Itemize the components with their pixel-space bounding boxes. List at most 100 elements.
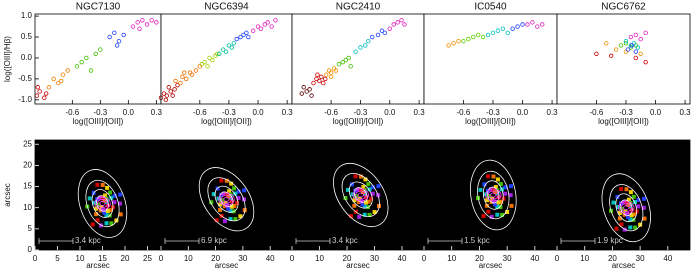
point bbox=[258, 26, 264, 31]
point bbox=[98, 47, 103, 52]
contour bbox=[601, 173, 651, 243]
point bbox=[369, 34, 375, 40]
image-pixel bbox=[229, 204, 234, 209]
image-content bbox=[469, 159, 517, 231]
image-pixel bbox=[486, 174, 491, 179]
image-pixel bbox=[624, 200, 629, 205]
image-pixel bbox=[222, 204, 227, 209]
image-pixel bbox=[105, 208, 110, 213]
point bbox=[234, 36, 239, 42]
point bbox=[366, 39, 371, 44]
x-tick-label: 40 bbox=[663, 254, 672, 263]
image-pixel bbox=[363, 195, 368, 199]
image-pixel bbox=[228, 208, 233, 213]
image-pixel bbox=[357, 200, 362, 205]
point bbox=[238, 34, 243, 40]
point bbox=[461, 39, 466, 44]
image-pixel bbox=[492, 199, 497, 204]
contour-core bbox=[223, 196, 230, 202]
x-axis-label: arcsec bbox=[612, 261, 636, 270]
point bbox=[613, 47, 619, 52]
image-pixel bbox=[94, 212, 99, 217]
contour bbox=[619, 199, 633, 216]
point bbox=[638, 36, 643, 42]
point bbox=[137, 26, 142, 31]
point bbox=[402, 22, 407, 27]
x-tick-label: -0.6 bbox=[590, 108, 604, 117]
image-pixel bbox=[509, 203, 514, 208]
point bbox=[628, 45, 634, 50]
image-pixel bbox=[225, 203, 230, 208]
contour bbox=[609, 184, 644, 232]
image-pixel bbox=[484, 203, 489, 208]
point bbox=[336, 62, 342, 67]
x-axis-label: arcsec bbox=[346, 261, 370, 270]
point bbox=[379, 28, 385, 33]
point bbox=[107, 34, 112, 40]
point bbox=[311, 80, 316, 86]
y-tick-label: 0 bbox=[28, 245, 33, 254]
point bbox=[530, 20, 535, 25]
point bbox=[625, 47, 631, 52]
image-pixel bbox=[493, 190, 498, 195]
image-pixel bbox=[112, 193, 117, 198]
image-pixel bbox=[489, 214, 494, 219]
point bbox=[84, 55, 89, 61]
image-pixel bbox=[224, 178, 229, 183]
image-pixel bbox=[100, 182, 105, 187]
point bbox=[490, 30, 496, 36]
point bbox=[154, 20, 159, 25]
point bbox=[623, 41, 629, 46]
x-tick-label: 0.3 bbox=[151, 108, 163, 117]
image-pixel bbox=[101, 207, 106, 212]
image-pixel bbox=[357, 214, 362, 219]
point bbox=[317, 78, 322, 84]
point bbox=[328, 74, 334, 79]
contour bbox=[477, 170, 510, 220]
contour bbox=[353, 187, 368, 203]
x-tick-label: 0 bbox=[159, 254, 164, 263]
point bbox=[643, 30, 648, 36]
x-tick-label: 0 bbox=[33, 254, 38, 263]
point bbox=[604, 41, 609, 46]
point bbox=[210, 57, 215, 63]
image-pixel bbox=[367, 212, 372, 217]
point bbox=[207, 55, 212, 61]
image-pixel bbox=[104, 213, 109, 218]
image-pixel bbox=[236, 195, 241, 200]
point bbox=[223, 49, 229, 54]
image-pixel bbox=[360, 202, 365, 207]
image-pixel bbox=[363, 191, 368, 196]
point bbox=[375, 32, 381, 38]
x-tick-label: 0.0 bbox=[517, 108, 529, 117]
image-pixel bbox=[229, 199, 234, 204]
point bbox=[399, 18, 404, 23]
y-axis-label: arcsec bbox=[3, 183, 12, 207]
image-pixel bbox=[211, 192, 216, 197]
point bbox=[633, 49, 639, 54]
point bbox=[144, 22, 150, 27]
contour bbox=[341, 173, 380, 217]
point bbox=[250, 28, 256, 33]
point bbox=[189, 72, 195, 77]
image-pixel bbox=[366, 199, 371, 204]
x-tick-label: -0.3 bbox=[222, 108, 236, 117]
x-tick-label: 30 bbox=[238, 254, 247, 263]
image-pixel bbox=[114, 218, 119, 223]
point bbox=[363, 43, 368, 48]
image-pixel bbox=[641, 196, 646, 201]
point bbox=[525, 22, 530, 27]
point bbox=[307, 87, 312, 92]
x-tick-label: -0.6 bbox=[457, 108, 471, 117]
contour-core bbox=[490, 192, 497, 198]
contour-core bbox=[485, 188, 502, 202]
image-pixel bbox=[234, 200, 239, 205]
x-tick-label: -0.3 bbox=[486, 108, 500, 117]
plot-area bbox=[35, 14, 161, 104]
point bbox=[358, 45, 363, 50]
contour bbox=[333, 163, 389, 227]
point bbox=[466, 36, 471, 42]
image-pixel bbox=[109, 221, 114, 226]
image-pixel bbox=[233, 217, 238, 222]
point bbox=[193, 68, 199, 73]
